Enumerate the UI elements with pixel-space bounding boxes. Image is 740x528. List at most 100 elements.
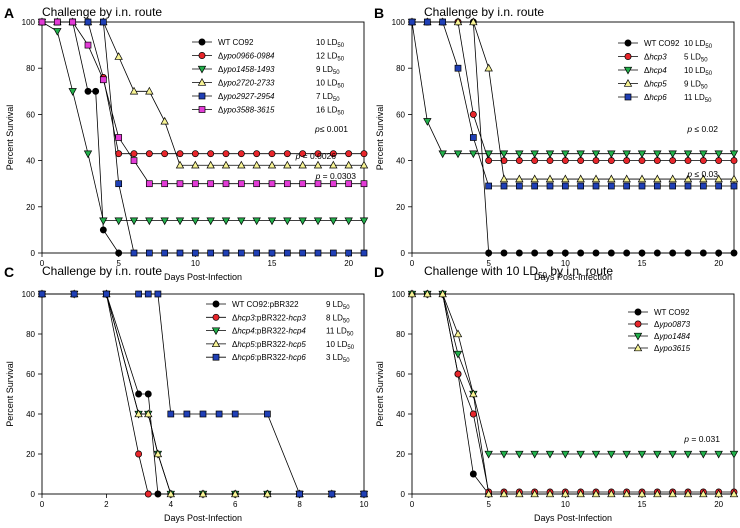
legend-label: Δypo2927-2954: [218, 92, 275, 101]
legend-label: Δhcp6: [644, 93, 667, 102]
data-point: [714, 489, 723, 498]
data-point: [469, 410, 477, 418]
data-point: [561, 249, 569, 257]
data-point: [329, 160, 338, 169]
data-point: [167, 410, 175, 418]
data-point: [669, 182, 677, 190]
data-point: [607, 450, 616, 459]
data-point: [715, 249, 723, 257]
data-point: [653, 450, 662, 459]
data-point: [699, 249, 707, 257]
data-point: [499, 450, 509, 459]
data-point: [453, 150, 463, 159]
data-point: [84, 41, 92, 49]
data-point: [359, 217, 369, 226]
data-point: [329, 150, 337, 158]
data-point: [622, 174, 631, 183]
series-ypo1458-1493: [37, 18, 369, 226]
data-point: [637, 489, 647, 498]
data-point: [221, 217, 231, 226]
legend-label: Δhcp3: [644, 53, 667, 62]
data-point: [530, 489, 539, 498]
data-point: [715, 157, 723, 165]
x-tick-label: 5: [116, 259, 121, 268]
legend-ld50: 10 LD50: [316, 79, 345, 90]
legend-ld50: 12 LD50: [316, 52, 345, 63]
data-point: [264, 410, 271, 418]
data-point: [515, 157, 523, 165]
data-point: [191, 249, 199, 257]
y-tick-label: 100: [392, 290, 406, 299]
data-point: [345, 249, 353, 257]
legend-label: Δypo0873: [654, 320, 691, 329]
x-tick-label: 10: [561, 500, 570, 509]
legend-label: Δypo2720-2733: [218, 79, 275, 88]
legend-label: WT CO92: [654, 308, 690, 317]
x-tick-label: 8: [297, 500, 302, 509]
y-tick-label: 100: [22, 18, 36, 27]
data-point: [729, 450, 739, 459]
data-point: [237, 150, 245, 158]
x-tick-label: 15: [638, 259, 647, 268]
legend-label: Δhcp6:pBR322-hcp6: [232, 353, 306, 362]
data-point: [222, 150, 230, 158]
y-tick-label: 0: [31, 249, 36, 258]
chart-title: Challenge by i.n. route: [424, 5, 544, 19]
data-point: [423, 118, 432, 126]
legend-label: Δypo1458-1493: [218, 65, 275, 74]
data-point: [183, 410, 191, 418]
legend-marker: [624, 93, 632, 101]
data-point: [454, 64, 462, 72]
y-tick-label: 40: [396, 157, 405, 166]
data-point: [154, 290, 162, 298]
data-point: [345, 150, 353, 158]
x-tick-label: 15: [638, 500, 647, 509]
data-point: [313, 217, 323, 226]
x-tick-label: 0: [410, 500, 415, 509]
legend-marker: [623, 66, 633, 75]
data-point: [438, 289, 447, 298]
data-point: [360, 180, 368, 188]
data-point: [515, 450, 524, 459]
data-point: [267, 217, 277, 226]
data-point: [207, 150, 215, 158]
legend-item: Δypo1484: [628, 332, 691, 341]
data-point: [328, 490, 336, 498]
series-line: [42, 293, 364, 495]
y-tick-label: 80: [26, 330, 35, 339]
data-point: [531, 182, 539, 190]
data-point: [134, 409, 143, 418]
data-point: [668, 489, 677, 498]
data-point: [237, 249, 245, 257]
series-line: [412, 21, 734, 162]
data-point: [622, 450, 631, 459]
series-line: [411, 21, 734, 155]
data-point: [268, 249, 276, 257]
data-point: [669, 249, 677, 257]
legend: WT CO92 10 LD50 Δypo0966-0984 12 LD50 Δypo14…: [192, 38, 345, 117]
x-axis-label: Days Post-Infection: [534, 513, 612, 523]
legend-item: WT CO92 10 LD50: [618, 39, 713, 50]
series-line: [412, 21, 734, 187]
data-point: [530, 150, 539, 159]
data-point: [360, 249, 368, 257]
data-point: [99, 226, 107, 234]
legend-marker: [198, 92, 206, 100]
data-point: [207, 249, 215, 257]
data-point: [515, 249, 523, 257]
data-point: [668, 450, 677, 459]
data-point: [669, 157, 677, 165]
data-point: [531, 157, 539, 165]
x-tick-label: 0: [40, 500, 45, 509]
y-tick-label: 60: [26, 370, 35, 379]
x-axis-label: Days Post-Infection: [534, 272, 612, 282]
y-tick-label: 40: [26, 157, 35, 166]
data-point: [683, 150, 693, 159]
p-value-annotation: p = 0.0026: [295, 151, 337, 161]
series-line: [42, 293, 364, 495]
x-tick-label: 20: [714, 259, 723, 268]
data-point: [68, 88, 77, 96]
data-point: [175, 217, 185, 226]
data-point: [144, 409, 153, 418]
legend-ld50: 10 LD50: [684, 39, 713, 50]
